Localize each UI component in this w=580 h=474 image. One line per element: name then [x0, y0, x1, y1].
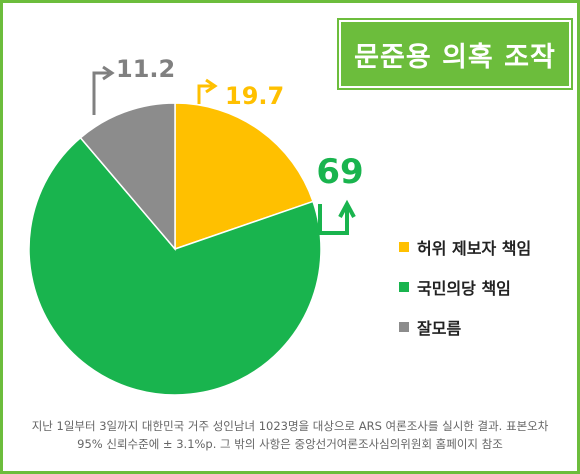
- chart-title: 문준용 의혹 조작: [354, 41, 556, 73]
- footnote: 지난 1일부터 3일까지 대한민국 거주 성인남녀 1023명을 대상으로 AR…: [3, 417, 577, 453]
- callout-line: [318, 204, 349, 235]
- title-box: 문준용 의혹 조작: [339, 20, 571, 88]
- legend-item: 국민의당 책임: [399, 275, 531, 299]
- legend-swatch: [399, 282, 409, 292]
- callout-line: [92, 71, 109, 115]
- pie-chart: 19.7 69 11.2: [28, 55, 364, 396]
- data-label: 11.2: [116, 55, 175, 83]
- data-label: 69: [316, 152, 363, 192]
- footnote-line: 95% 신뢰수준에 ± 3.1%p. 그 밖의 사항은 중앙선거여론조사심의위원…: [77, 437, 503, 451]
- legend: 허위 제보자 책임 국민의당 책임 잘모름: [399, 235, 531, 355]
- legend-item: 잘모름: [399, 315, 531, 339]
- callout-line: [197, 84, 212, 104]
- legend-swatch: [399, 322, 409, 332]
- legend-swatch: [399, 242, 409, 252]
- pie-slice: [28, 136, 322, 396]
- callout-arrow-icon: [102, 65, 115, 81]
- legend-label: 잘모름: [417, 319, 462, 338]
- callout-arrow-icon: [338, 199, 356, 218]
- data-label: 19.7: [225, 82, 284, 110]
- legend-item: 허위 제보자 책임: [399, 235, 531, 259]
- pie-slice: [79, 102, 176, 252]
- legend-label: 국민의당 책임: [417, 279, 511, 298]
- footnote-line: 지난 1일부터 3일까지 대한민국 거주 성인남녀 1023명을 대상으로 AR…: [31, 419, 549, 433]
- callout-arrow-icon: [205, 78, 218, 94]
- legend-label: 허위 제보자 책임: [417, 239, 532, 258]
- pie-slice: [174, 102, 314, 251]
